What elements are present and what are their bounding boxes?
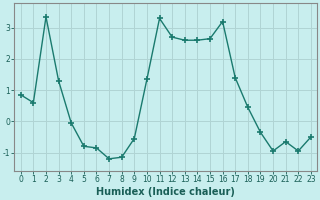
X-axis label: Humidex (Indice chaleur): Humidex (Indice chaleur) — [96, 187, 235, 197]
